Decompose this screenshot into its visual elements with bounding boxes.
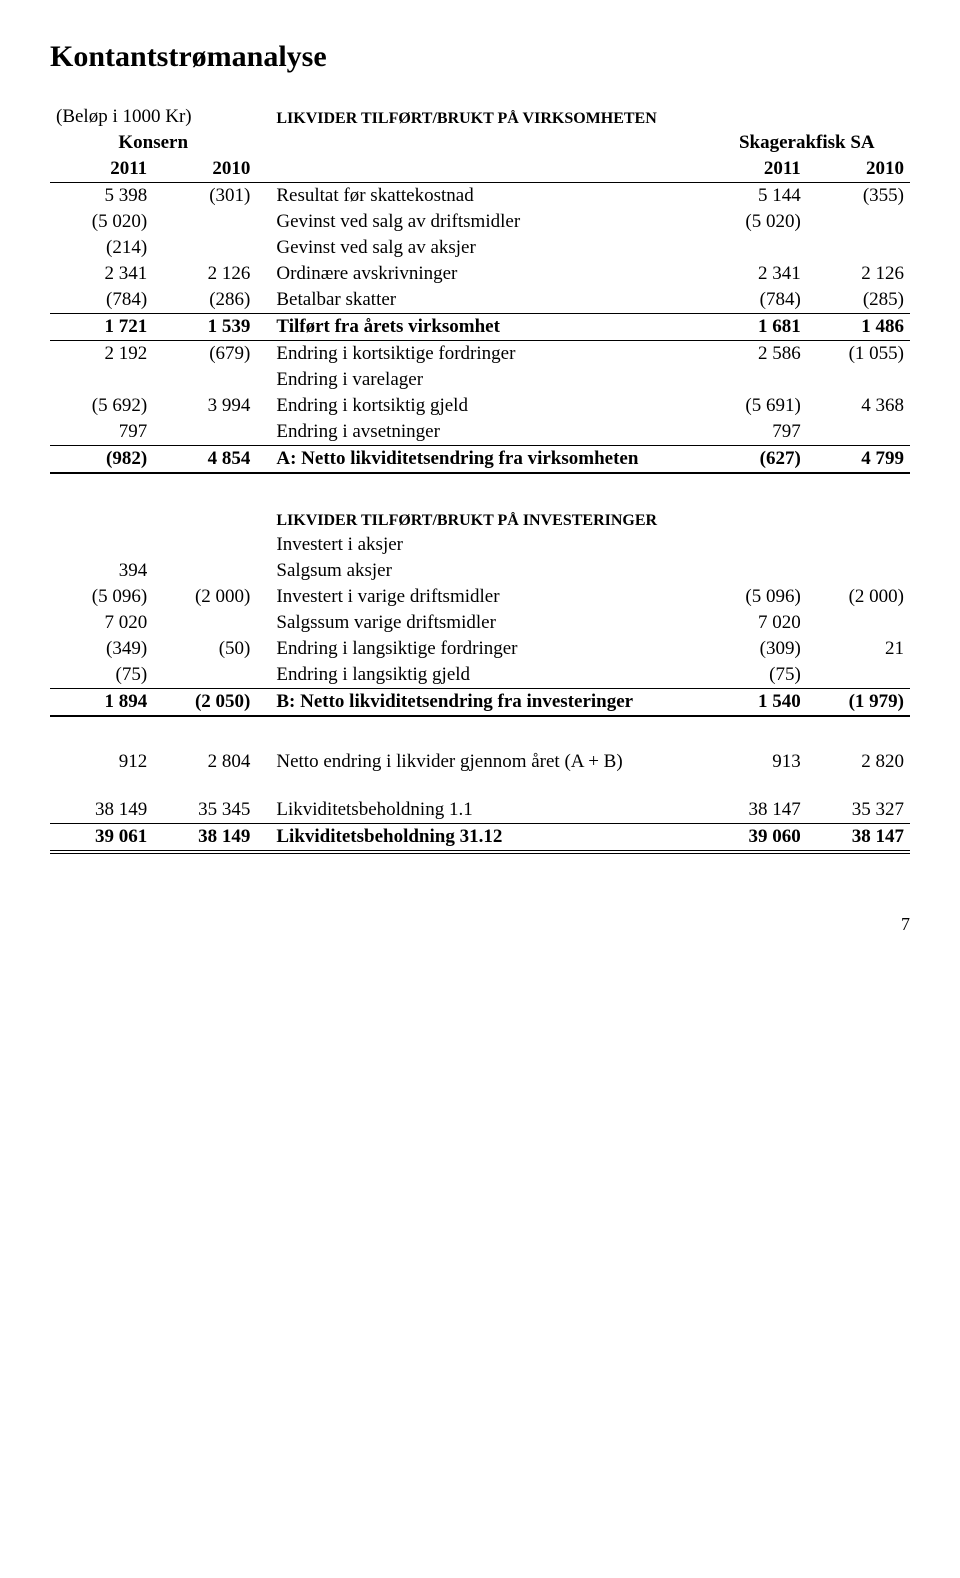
total-a-row: (982) 4 854 A: Netto likviditetsendring … (50, 446, 910, 474)
table-row: 5 398 (301) Resultat før skattekostnad 5… (50, 183, 910, 210)
table-row: 797 Endring i avsetninger 797 (50, 419, 910, 446)
table-row: (75) Endring i langsiktig gjeld (75) (50, 662, 910, 689)
header-row-1: (Beløp i 1000 Kr) LIKVIDER TILFØRT/BRUKT… (50, 104, 910, 130)
unit-note: (Beløp i 1000 Kr) (50, 104, 256, 130)
table-row: 394 Salgsum aksjer (50, 558, 910, 584)
cashflow-table: (Beløp i 1000 Kr) LIKVIDER TILFØRT/BRUKT… (50, 104, 910, 854)
subtotal-a1-row: 1 721 1 539 Tilført fra årets virksomhet… (50, 314, 910, 341)
cash-end-row: 39 061 38 149 Likviditetsbeholdning 31.1… (50, 824, 910, 853)
section-b-header-row: LIKVIDER TILFØRT/BRUKT PÅ INVESTERINGER (50, 506, 910, 532)
group-right: Skagerakfisk SA (704, 130, 910, 156)
year-l2: 2010 (153, 156, 256, 183)
table-row: (5 020) Gevinst ved salg av driftsmidler… (50, 209, 910, 235)
header-row-2: Konsern Skagerakfisk SA (50, 130, 910, 156)
table-row: 2 192 (679) Endring i kortsiktige fordri… (50, 341, 910, 368)
year-r2: 2010 (807, 156, 910, 183)
group-left: Konsern (50, 130, 256, 156)
year-r1: 2011 (704, 156, 807, 183)
table-row: 7 020 Salgssum varige driftsmidler 7 020 (50, 610, 910, 636)
table-row: (5 692) 3 994 Endring i kortsiktig gjeld… (50, 393, 910, 419)
table-row: (5 096) (2 000) Investert i varige drift… (50, 584, 910, 610)
table-row: (349) (50) Endring i langsiktige fordrin… (50, 636, 910, 662)
table-row: (214) Gevinst ved salg av aksjer (50, 235, 910, 261)
year-row: 2011 2010 2011 2010 (50, 156, 910, 183)
total-b-row: 1 894 (2 050) B: Netto likviditetsendrin… (50, 689, 910, 717)
page-title: Kontantstrømanalyse (50, 40, 910, 74)
section-a-header: LIKVIDER TILFØRT/BRUKT PÅ VIRKSOMHETEN (256, 104, 703, 130)
year-l1: 2011 (50, 156, 153, 183)
cash-begin-row: 38 149 35 345 Likviditetsbeholdning 1.1 … (50, 797, 910, 824)
table-row: Endring i varelager (50, 367, 910, 393)
page-number: 7 (50, 914, 910, 935)
table-row: Investert i aksjer (50, 532, 910, 558)
section-b-header: LIKVIDER TILFØRT/BRUKT PÅ INVESTERINGER (256, 506, 703, 532)
net-change-row: 912 2 804 Netto endring i likvider gjenn… (50, 749, 910, 775)
table-row: (784) (286) Betalbar skatter (784) (285) (50, 287, 910, 314)
table-row: 2 341 2 126 Ordinære avskrivninger 2 341… (50, 261, 910, 287)
